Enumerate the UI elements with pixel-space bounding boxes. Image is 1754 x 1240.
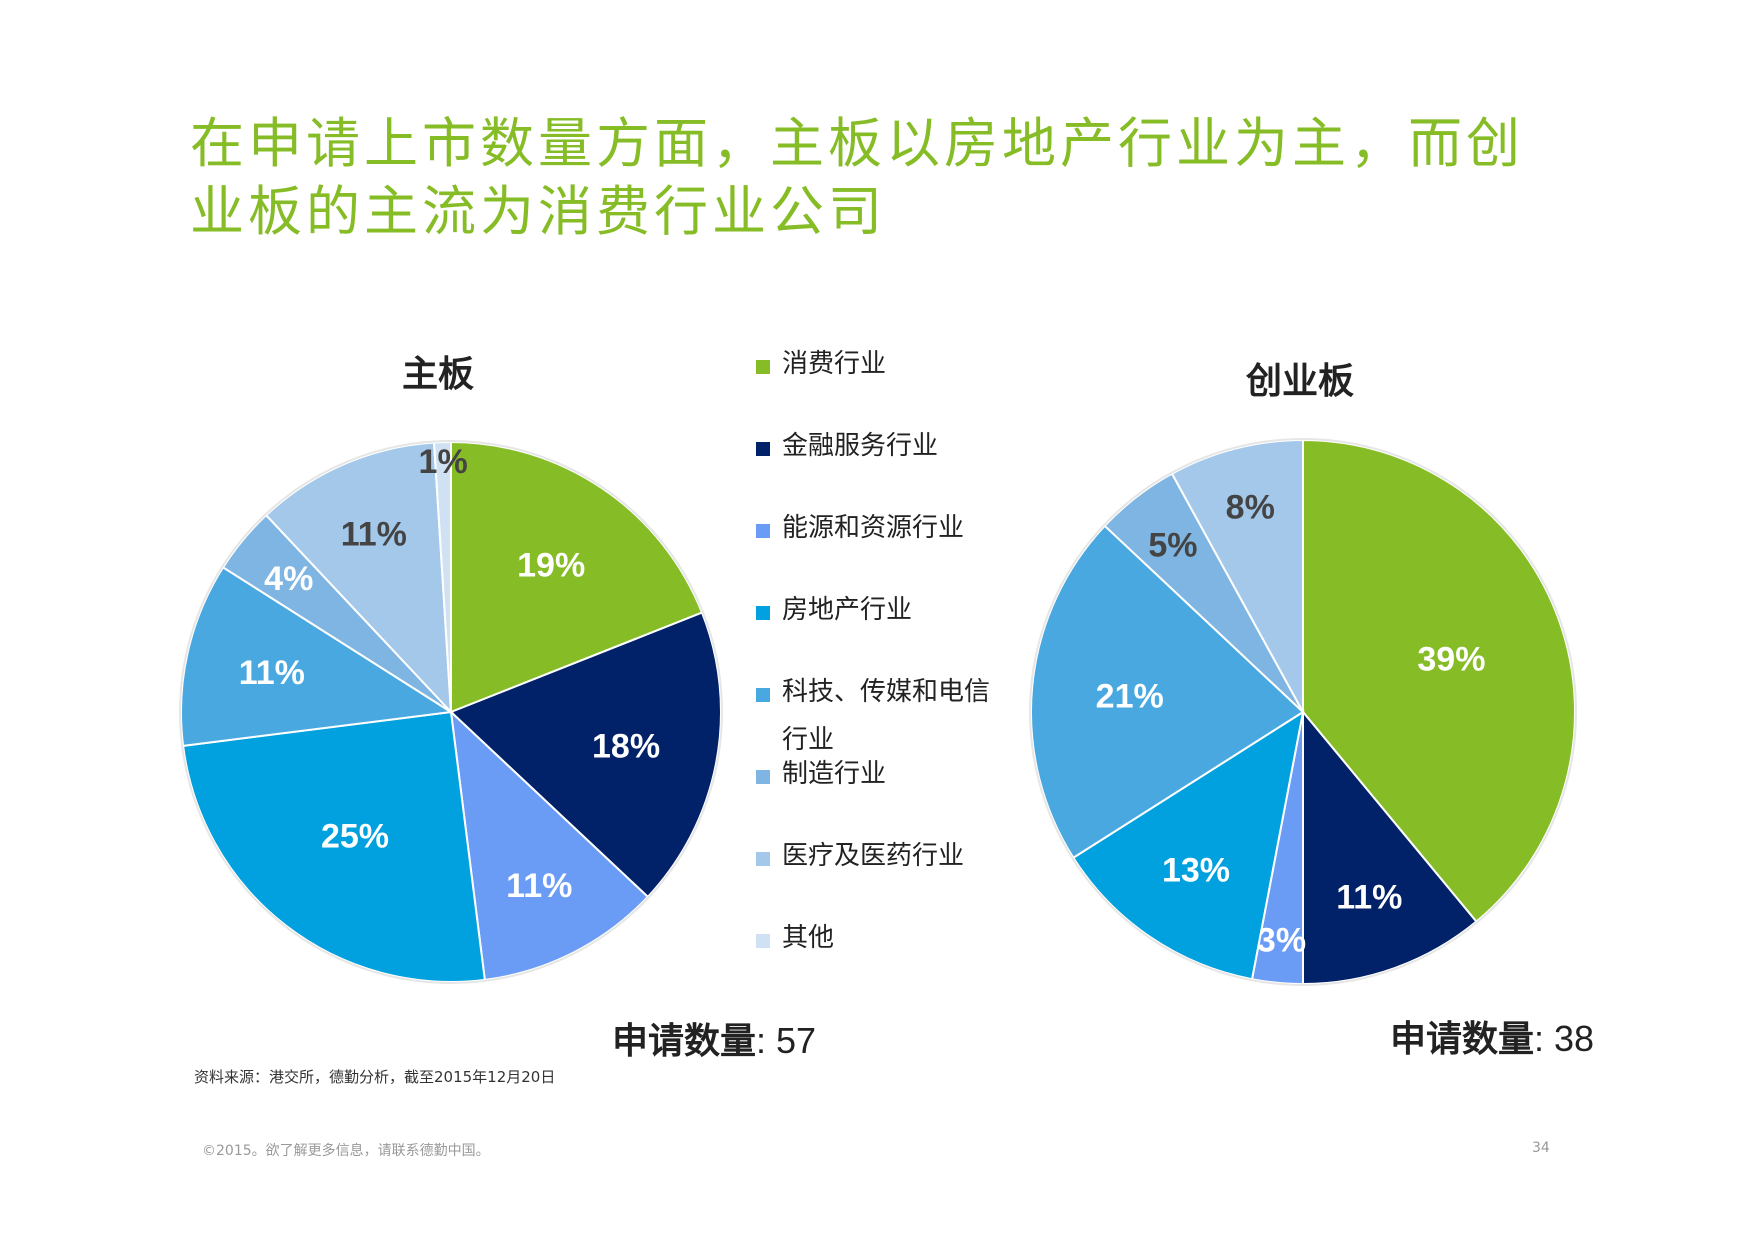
count-label: 申请数量 xyxy=(1390,1019,1535,1060)
legend-item-energy: 能源和资源行业 xyxy=(756,513,1016,552)
legend-label: 金融服务行业 xyxy=(782,431,939,461)
pie-label-financial: 11% xyxy=(1336,878,1402,916)
pie-label-tmt: 21% xyxy=(1096,678,1164,716)
legend-item-financial: 金融服务行业 xyxy=(756,431,1016,470)
pie-label-other: 1% xyxy=(419,443,468,481)
pie-slice-real-estate xyxy=(1071,709,1305,981)
legend-item-tmt: 科技、传媒和电信行业 xyxy=(756,677,1006,764)
legend-label: 其他 xyxy=(782,923,835,953)
legend-label: 能源和资源行业 xyxy=(782,513,965,543)
legend-swatch-real-estate xyxy=(756,606,770,620)
pie-label-consumer: 39% xyxy=(1417,641,1485,679)
legend-item-other: 其他 xyxy=(756,923,1016,962)
legend-label: 医疗及医药行业 xyxy=(782,841,965,871)
count-label: 申请数量 xyxy=(612,1021,757,1062)
pie-slice-financial xyxy=(449,611,722,899)
page-title: 在申请上市数量方面，主板以房地产行业为主，而创 业板的主流为消费行业公司 xyxy=(190,110,1570,246)
main-board-chart-title: 主板 xyxy=(402,354,474,395)
main-board-count: 申请数量: 57 xyxy=(612,1012,816,1064)
legend-item-healthcare: 医疗及医药行业 xyxy=(756,841,1016,880)
gem-board-pie: 39% 11% 3% 13% 21% 5% 8% xyxy=(1029,438,1577,986)
count-value: : 57 xyxy=(756,1020,817,1061)
pie-label-healthcare: 11% xyxy=(341,516,407,554)
pie-label-consumer: 19% xyxy=(517,547,585,585)
legend-swatch-tmt xyxy=(756,688,770,702)
legend-label: 制造行业 xyxy=(782,759,887,789)
pie-label-financial: 18% xyxy=(592,727,660,765)
legend-label: 科技、传媒和电信行业 xyxy=(782,677,991,755)
pie-slice-tmt xyxy=(180,565,454,747)
pie-slice-energy xyxy=(449,709,650,981)
pie-label-healthcare: 8% xyxy=(1226,489,1275,527)
pie-slice-consumer xyxy=(450,440,704,714)
legend-item-consumer: 消费行业 xyxy=(756,349,1016,388)
page-title-line-2: 业板的主流为消费行业公司 xyxy=(190,180,886,243)
gem-board-count: 申请数量: 38 xyxy=(1390,1010,1594,1062)
pie-label-real-estate: 25% xyxy=(321,818,389,856)
source-note: 资料来源：港交所，德勤分析，截至2015年12月20日 xyxy=(194,1068,556,1086)
footer-copyright: ©2015。欲了解更多信息，请联系德勤中国。 xyxy=(202,1143,490,1159)
pie-slice-financial xyxy=(1302,709,1478,986)
page-title-line-1: 在申请上市数量方面，主板以房地产行业为主，而创 xyxy=(190,112,1524,175)
pie-label-manufacturing: 5% xyxy=(1148,526,1197,564)
pie-outline xyxy=(179,440,723,984)
legend-label: 房地产行业 xyxy=(782,595,913,625)
pie-label-energy: 11% xyxy=(506,867,572,905)
legend-swatch-other xyxy=(756,934,770,948)
pie-slice-tmt xyxy=(1030,524,1305,860)
pie-slice-real-estate xyxy=(182,710,486,983)
legend-item-real-estate: 房地产行业 xyxy=(756,595,1016,634)
pie-label-energy: 3% xyxy=(1257,921,1306,959)
pie-label-manufacturing: 4% xyxy=(264,560,313,598)
page-number: 34 xyxy=(1532,1140,1550,1156)
pie-slice-consumer xyxy=(1302,438,1576,923)
legend-swatch-consumer xyxy=(756,360,770,374)
legend-swatch-financial xyxy=(756,442,770,456)
count-value: : 38 xyxy=(1534,1018,1595,1059)
pie-label-real-estate: 13% xyxy=(1162,851,1230,889)
legend-swatch-energy xyxy=(756,524,770,538)
pie-label-tmt: 11% xyxy=(239,654,305,692)
pie-outline xyxy=(1029,438,1577,986)
legend-swatch-manufacturing xyxy=(756,770,770,784)
pie-slice-healthcare xyxy=(1170,438,1304,713)
legend-swatch-healthcare xyxy=(756,852,770,866)
legend-item-manufacturing: 制造行业 xyxy=(756,759,1016,798)
gem-board-chart-title: 创业板 xyxy=(1246,361,1354,402)
main-board-pie: 19% 18% 11% 25% 11% 4% 11% 1% xyxy=(179,440,723,984)
legend-label: 消费行业 xyxy=(782,349,887,379)
pie-slice-healthcare xyxy=(264,441,453,715)
